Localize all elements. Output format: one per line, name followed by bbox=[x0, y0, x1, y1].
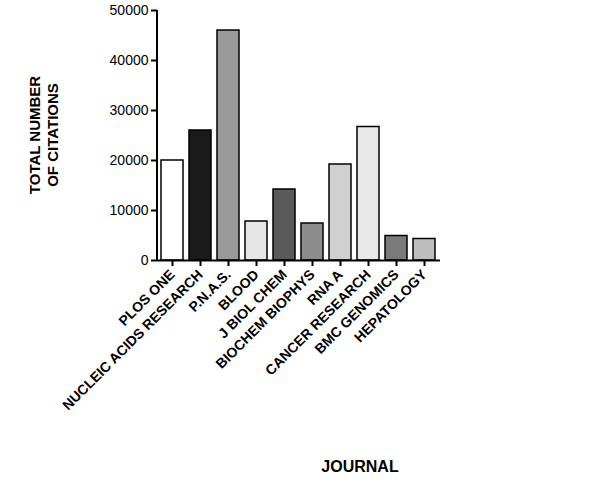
svg-text:RNA A: RNA A bbox=[303, 266, 346, 309]
svg-text:20000: 20000 bbox=[110, 152, 149, 168]
svg-text:40000: 40000 bbox=[110, 52, 149, 68]
svg-text:P.N.A.S.: P.N.A.S. bbox=[185, 266, 234, 315]
svg-text:NUCLEIC ACIDS RESEARCH: NUCLEIC ACIDS RESEARCH bbox=[59, 266, 206, 413]
svg-text:10000: 10000 bbox=[110, 202, 149, 218]
svg-text:HEPATOLOGY: HEPATOLOGY bbox=[351, 266, 430, 345]
svg-text:0: 0 bbox=[141, 252, 149, 268]
svg-text:30000: 30000 bbox=[110, 102, 149, 118]
svg-text:50000: 50000 bbox=[110, 2, 149, 18]
svg-text:J BIOL CHEM: J BIOL CHEM bbox=[214, 266, 290, 342]
svg-text:BLOOD: BLOOD bbox=[214, 266, 262, 314]
svg-text:BMC GENOMICS: BMC GENOMICS bbox=[311, 266, 402, 357]
svg-text:PLOS ONE: PLOS ONE bbox=[115, 266, 178, 329]
svg-text:TOTAL NUMBEROF CITATIONS: TOTAL NUMBEROF CITATIONS bbox=[26, 76, 61, 194]
svg-text:JOURNAL: JOURNAL bbox=[321, 458, 399, 475]
svg-text:BIOCHEM BIOPHYS: BIOCHEM BIOPHYS bbox=[212, 266, 317, 371]
svg-text:CANCER RESEARCH: CANCER RESEARCH bbox=[261, 266, 374, 379]
